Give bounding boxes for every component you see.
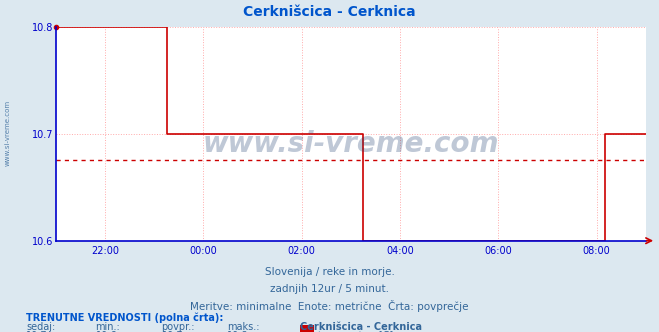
Text: maks.:: maks.:: [227, 322, 260, 332]
Text: zadnjih 12ur / 5 minut.: zadnjih 12ur / 5 minut.: [270, 284, 389, 294]
Text: Cerknišcica - Cerknica: Cerknišcica - Cerknica: [243, 5, 416, 19]
Text: Cerknišcica - Cerknica: Cerknišcica - Cerknica: [300, 322, 422, 332]
Text: www.si-vreme.com: www.si-vreme.com: [203, 130, 499, 158]
Text: 10,8: 10,8: [227, 331, 249, 332]
Text: TRENUTNE VREDNOSTI (polna črta):: TRENUTNE VREDNOSTI (polna črta):: [26, 313, 224, 323]
Text: 10,6: 10,6: [96, 331, 117, 332]
Text: sedaj:: sedaj:: [26, 322, 55, 332]
Text: povpr.:: povpr.:: [161, 322, 195, 332]
Text: www.si-vreme.com: www.si-vreme.com: [5, 100, 11, 166]
Text: min.:: min.:: [96, 322, 121, 332]
Text: 10,7: 10,7: [26, 331, 48, 332]
Text: Slovenija / reke in morje.: Slovenija / reke in morje.: [264, 267, 395, 277]
Text: 10,7: 10,7: [161, 331, 183, 332]
Text: Meritve: minimalne  Enote: metrične  Črta: povprečje: Meritve: minimalne Enote: metrične Črta:…: [190, 300, 469, 312]
Text: temperatura[C]: temperatura[C]: [318, 331, 394, 332]
